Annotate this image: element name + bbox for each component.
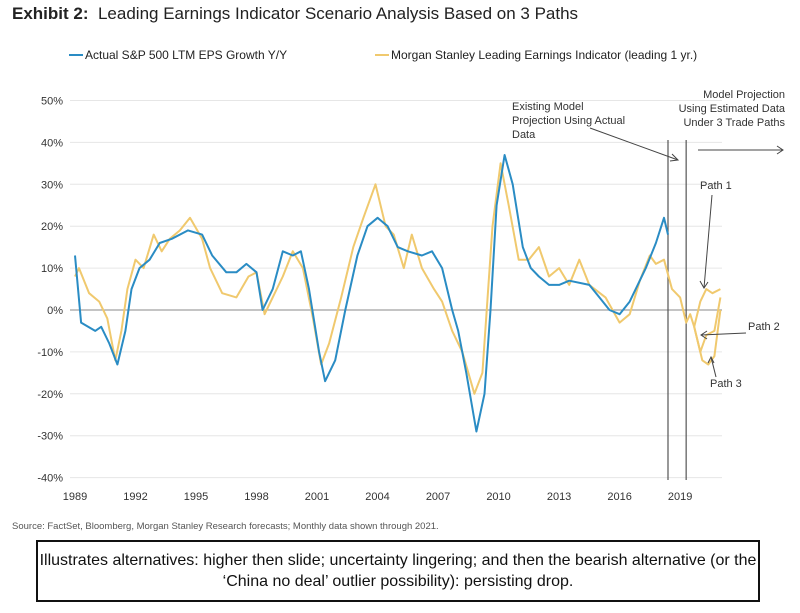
- y-tick-label: 40%: [41, 137, 63, 149]
- x-tick-label: 2001: [305, 491, 329, 503]
- legend-swatch-blue: [69, 54, 83, 56]
- arrowhead-path1: [699, 280, 709, 289]
- legend-item-actual: Actual S&P 500 LTM EPS Growth Y/Y: [69, 48, 287, 62]
- y-tick-label: -30%: [37, 431, 63, 443]
- annotation-existing-3: Data: [512, 129, 536, 141]
- series-line-morgan-stanley-leading-earnings-indicator-leading-1-yr-: [74, 162, 696, 395]
- y-tick-label: -40%: [37, 473, 63, 485]
- annotation-projection-3: Under 3 Trade Paths: [683, 117, 785, 129]
- arrow-path3: [710, 356, 717, 378]
- y-tick-label: -10%: [37, 347, 63, 359]
- arrowhead-existing: [669, 153, 680, 162]
- legend-label: Actual S&P 500 LTM EPS Growth Y/Y: [85, 48, 288, 62]
- annotation-path3: Path 3: [710, 378, 742, 390]
- chart-area: 50% 40% 30% 20% 10% 0% -10% -20% -30% -40%1989 199…: [37, 89, 786, 503]
- series-line-path-1: [693, 288, 721, 328]
- x-tick-label: 2016: [607, 491, 631, 503]
- y-tick-label: 10%: [41, 263, 63, 275]
- exhibit-label: Exhibit 2:: [12, 4, 89, 23]
- x-tick-label: 2013: [547, 491, 571, 503]
- legend-label: Morgan Stanley Leading Earnings Indicato…: [391, 48, 698, 62]
- y-tick-label: 0%: [47, 305, 63, 317]
- y-tick-label: -20%: [37, 389, 63, 401]
- chart-title: Exhibit 2: Leading Earnings Indicator Sc…: [12, 4, 578, 24]
- x-tick-label: 2010: [486, 491, 510, 503]
- x-tick-label: 1992: [123, 491, 147, 503]
- arrow-existing: [589, 127, 679, 161]
- series-line-actual-s-p-500-ltm-eps-growth-y-y: [74, 154, 669, 433]
- arrowhead-path3: [707, 355, 715, 364]
- arrow-path1: [703, 194, 713, 289]
- arrowhead-path2: [700, 330, 708, 340]
- source-note: Source: FactSet, Bloomberg, Morgan Stanl…: [12, 521, 439, 532]
- x-tick-label: 1998: [244, 491, 268, 503]
- y-tick-label: 30%: [41, 179, 63, 191]
- y-tick-label: 20%: [41, 221, 63, 233]
- caption-box: Illustrates alternatives: higher then sl…: [36, 540, 760, 602]
- y-tick-label: 50%: [41, 96, 63, 108]
- series-line-path-3: [693, 309, 722, 366]
- x-tick-label: 2004: [365, 491, 389, 503]
- annotation-path2: Path 2: [748, 321, 780, 333]
- x-tick-label: 2019: [668, 491, 692, 503]
- annotation-existing-2: Projection Using Actual: [512, 115, 625, 127]
- title-text: Leading Earnings Indicator Scenario Anal…: [97, 4, 579, 23]
- arrow-path2: [700, 332, 747, 336]
- x-tick-label: 1995: [184, 491, 208, 503]
- legend-swatch-yellow: [375, 54, 389, 56]
- x-tick-label: 1989: [63, 491, 87, 503]
- annotation-projection-2: Using Estimated Data: [679, 103, 786, 115]
- x-tick-label: 2007: [426, 491, 450, 503]
- arrowhead-projection: [776, 145, 784, 155]
- annotation-existing-1: Existing Model: [512, 101, 584, 113]
- annotation-projection-1: Model Projection: [703, 89, 785, 101]
- legend-item-indicator: Morgan Stanley Leading Earnings Indicato…: [375, 48, 697, 62]
- annotation-path1: Path 1: [700, 180, 732, 192]
